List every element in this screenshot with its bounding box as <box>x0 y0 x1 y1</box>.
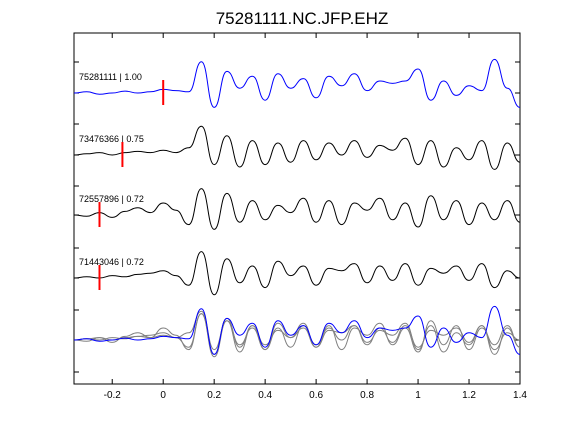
waveform-trace-72557896 <box>73 188 521 230</box>
overlay-trace-75281111 <box>73 305 521 355</box>
x-tick-label: 0.2 <box>207 390 221 401</box>
trace-label-71443046: 71443046 | 0.72 <box>79 257 144 267</box>
x-tick-label: 0.6 <box>309 390 323 401</box>
x-tick-label: 0.4 <box>258 390 272 401</box>
trace-label-72557896: 72557896 | 0.72 <box>79 194 144 204</box>
waveform-trace-71443046 <box>73 251 521 296</box>
axes-frame <box>73 32 521 385</box>
x-tick-label: 1.4 <box>513 390 527 401</box>
x-tick-label: 1 <box>415 390 421 401</box>
trace-label-73476366: 73476366 | 0.75 <box>79 134 144 144</box>
overlay-trace-71443046 <box>73 313 521 358</box>
chart-title: 75281111.NC.JFP.EHZ <box>216 9 389 28</box>
waveform-trace-75281111 <box>73 58 521 108</box>
x-tick-label: 1.2 <box>462 390 476 401</box>
plot-area: -0.2 0 0.2 0.4 0.6 0.8 1 1.2 1.4 75281111 | 1.00 7… <box>73 32 527 401</box>
x-tick-label: 0.8 <box>360 390 374 401</box>
x-tick-label: 0 <box>160 390 166 401</box>
x-tick-label: -0.2 <box>104 390 122 401</box>
waveform-trace-73476366 <box>73 125 521 170</box>
trace-label-75281111: 75281111 | 1.00 <box>79 72 142 82</box>
